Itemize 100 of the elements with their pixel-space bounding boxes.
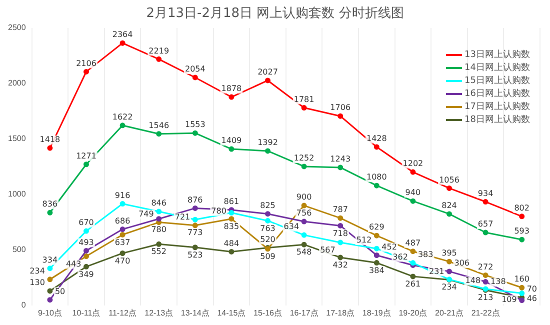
x-tick-label: 9-10点	[38, 308, 62, 318]
legend-label: 14日网上认购数	[464, 62, 530, 74]
data-label: 1418	[40, 135, 60, 144]
data-label: 1878	[221, 84, 242, 94]
legend-label: 13日网上认购数	[464, 48, 530, 61]
data-label: 362	[392, 252, 408, 262]
data-label: 1546	[148, 120, 170, 130]
data-label: 148	[465, 276, 481, 286]
y-tick-label: 500	[12, 245, 26, 254]
data-label: 50	[54, 286, 66, 296]
legend-label: 18日网上认购数	[464, 114, 530, 126]
x-tick-label: 14-15点	[217, 308, 246, 318]
x-tick-label: 11-12点	[108, 308, 136, 318]
data-label: 1392	[258, 138, 278, 148]
data-label: 835	[224, 222, 240, 231]
data-label: 718	[332, 228, 348, 238]
x-tick-label: 15-16点	[254, 308, 282, 318]
y-tick-label: 1500	[8, 134, 26, 144]
data-label: 306	[454, 258, 470, 268]
data-label: 1553	[184, 120, 206, 130]
data-label: 138	[490, 277, 506, 286]
data-label: 861	[224, 196, 240, 206]
x-tick-label: 21-22点	[471, 308, 500, 318]
y-tick-label: 0	[21, 300, 26, 310]
x-tick-label: 12-13点	[144, 308, 174, 318]
legend-label: 16日网上认购数	[464, 88, 530, 100]
data-label: 512	[356, 236, 372, 245]
data-label: 234	[30, 266, 45, 276]
data-label: 548	[296, 248, 312, 257]
data-label: 721	[174, 212, 190, 222]
data-label: 2106	[76, 58, 96, 68]
data-label: 780	[151, 224, 166, 234]
data-label: 634	[284, 222, 300, 232]
data-label: 272	[478, 262, 494, 272]
data-label: 384	[369, 266, 384, 275]
data-label: 1080	[366, 172, 387, 182]
data-label: 1271	[76, 151, 96, 160]
data-label: 749	[138, 209, 154, 218]
data-label: 686	[114, 216, 130, 226]
data-label: 824	[442, 201, 457, 210]
data-label: 657	[478, 220, 494, 229]
data-label: 2219	[148, 46, 170, 56]
legend-label: 15日网上认购数	[464, 74, 530, 87]
data-label: 1428	[366, 134, 387, 144]
data-label: 1409	[221, 136, 242, 146]
data-label: 234	[442, 282, 457, 292]
x-tick-label: 10-11点	[72, 308, 100, 318]
data-label: 1706	[330, 103, 351, 112]
legend-label: 17日网上认购数	[464, 100, 530, 113]
data-label: 846	[151, 198, 166, 208]
data-label: 520	[260, 234, 276, 244]
y-tick-label: 2000	[8, 78, 26, 88]
data-label: 2054	[184, 64, 206, 74]
data-label: 787	[332, 205, 348, 214]
data-label: 773	[188, 228, 203, 238]
x-tick-label: 19-20点	[398, 308, 428, 318]
data-label: 916	[114, 190, 130, 200]
data-label: 231	[428, 266, 444, 276]
data-label: 395	[442, 248, 457, 258]
data-label: 552	[151, 247, 166, 256]
data-label: 487	[405, 238, 421, 248]
data-label: 940	[405, 188, 421, 198]
data-label: 109	[502, 294, 517, 304]
x-tick-label: 17-18点	[326, 308, 355, 318]
data-label: 1202	[402, 159, 424, 168]
data-label: 1056	[439, 175, 460, 184]
data-label: 349	[78, 270, 94, 279]
x-tick-label: 20-21点	[435, 308, 464, 318]
data-label: 1781	[294, 94, 314, 104]
data-label: 756	[296, 208, 312, 218]
data-label: 836	[42, 200, 58, 209]
chart-title: 2月13日-2月18日 网上认购套数 分时折线图	[145, 5, 405, 22]
data-label: 1252	[294, 154, 314, 163]
data-label: 432	[332, 260, 348, 270]
data-label: 383	[418, 250, 434, 259]
data-label: 2364	[112, 30, 133, 40]
data-label: 876	[188, 195, 203, 204]
data-label: 593	[514, 226, 530, 236]
x-tick-label: 16-17点	[290, 308, 318, 318]
data-label: 484	[224, 238, 240, 248]
data-label: 900	[296, 192, 312, 202]
data-label: 567	[320, 246, 336, 255]
data-label: 493	[78, 238, 94, 247]
data-label: 46	[526, 294, 538, 303]
data-label: 443	[66, 259, 82, 268]
data-label: 780	[211, 206, 226, 216]
data-label: 523	[188, 250, 203, 260]
data-label: 825	[260, 200, 276, 210]
data-label: 70	[526, 284, 538, 294]
data-label: 1243	[330, 154, 351, 164]
data-label: 470	[114, 256, 130, 266]
data-label: 629	[369, 222, 384, 232]
data-label: 452	[382, 242, 397, 252]
data-label: 160	[514, 274, 530, 284]
data-label: 670	[78, 218, 94, 228]
data-label: 1622	[112, 112, 133, 122]
data-label: 802	[514, 203, 530, 212]
data-label: 2027	[258, 68, 278, 77]
x-tick-label: 13-14点	[180, 308, 210, 318]
y-tick-label: 1000	[8, 190, 26, 199]
